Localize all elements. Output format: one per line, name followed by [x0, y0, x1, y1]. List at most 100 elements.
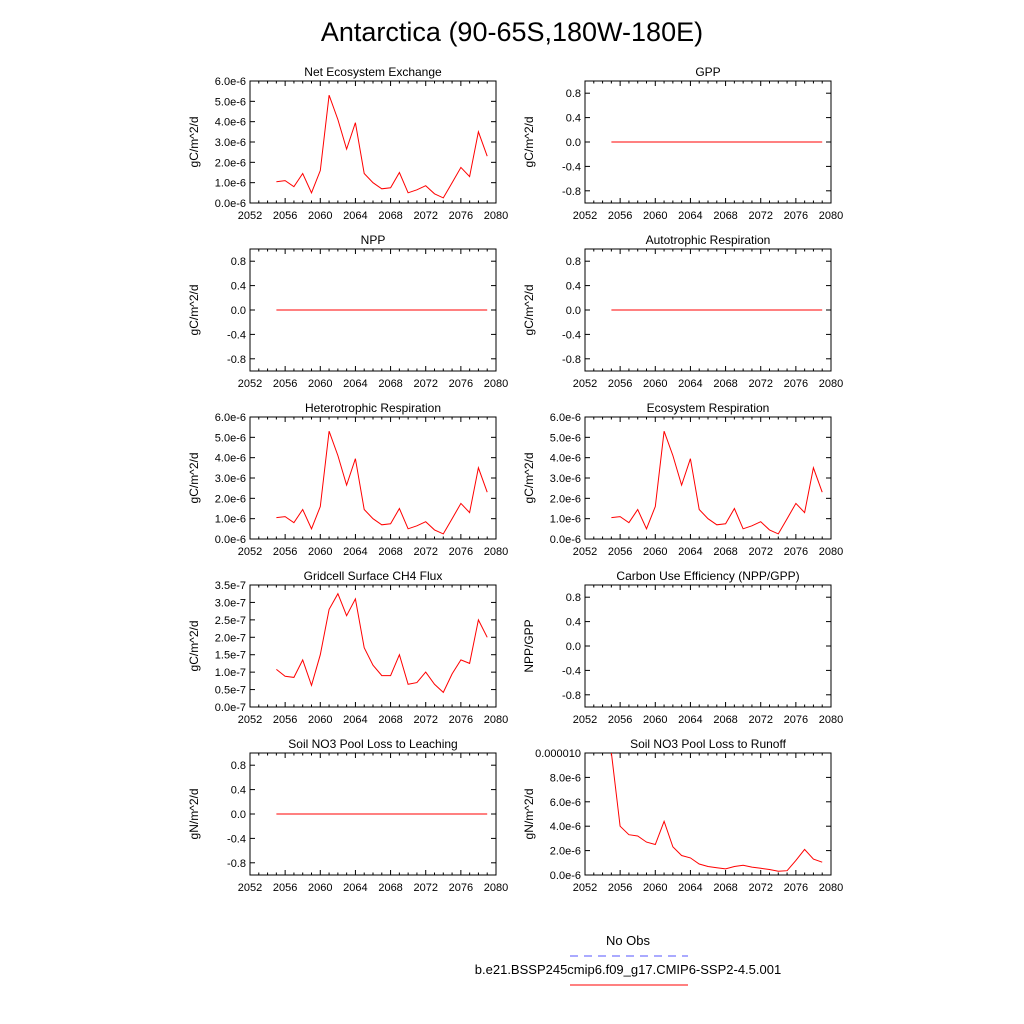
y-tick-label: 5.0e-6	[215, 96, 246, 108]
x-tick-label: 2064	[678, 210, 702, 222]
x-tick-label: 2080	[484, 210, 508, 222]
x-tick-label: 2064	[678, 882, 702, 894]
y-tick-label: -0.4	[227, 833, 246, 845]
x-tick-label: 2056	[273, 882, 297, 894]
y-tick-label: 0.0	[231, 305, 246, 317]
x-tick-label: 2056	[608, 882, 632, 894]
x-tick-label: 2056	[273, 210, 297, 222]
y-tick-label: 4.0e-6	[215, 453, 246, 465]
y-tick-label: 4.0e-6	[550, 453, 581, 465]
panel-soil-no3-pool-loss-to-runoff: Soil NO3 Pool Loss to Runoff gN/m^2/d 2052…	[522, 737, 843, 894]
series-line	[276, 95, 488, 199]
x-tick-label: 2080	[819, 210, 843, 222]
x-tick-label: 2052	[573, 714, 597, 726]
x-tick-label: 2072	[748, 210, 772, 222]
panel-title: Ecosystem Respiration	[647, 401, 770, 415]
x-tick-label: 2052	[573, 210, 597, 222]
y-tick-label: 0.0	[566, 137, 581, 149]
y-tick-label: 0.4	[231, 281, 246, 293]
panel-heterotrophic-respiration: Heterotrophic Respiration gC/m^2/d 2052 205…	[187, 401, 508, 558]
y-tick-label: -0.4	[562, 665, 581, 677]
legend: No Obs b.e21.BSSP245cmip6.f09_g17.CMIP6-…	[475, 933, 781, 986]
x-tick-label: 2076	[449, 378, 473, 390]
x-tick-label: 2076	[784, 714, 808, 726]
y-tick-label: 3.0e-7	[215, 597, 246, 609]
y-axis-label: gC/m^2/d	[522, 285, 536, 336]
x-tick-label: 2056	[608, 546, 632, 558]
x-tick-label: 2080	[819, 378, 843, 390]
y-tick-label: 2.0e-7	[215, 632, 246, 644]
x-tick-label: 2068	[378, 378, 402, 390]
x-tick-label: 2060	[643, 210, 667, 222]
y-tick-label: 0.8	[231, 256, 246, 268]
y-tick-label: 1.0e-6	[215, 178, 246, 190]
y-tick-label: 3.0e-6	[215, 473, 246, 485]
x-tick-label: 2056	[608, 378, 632, 390]
x-tick-label: 2068	[713, 882, 737, 894]
x-tick-label: 2068	[713, 210, 737, 222]
y-tick-label: 0.000010	[535, 748, 581, 760]
y-tick-label: -0.4	[562, 161, 581, 173]
x-tick-label: 2068	[713, 714, 737, 726]
x-tick-label: 2068	[378, 714, 402, 726]
x-tick-label: 2068	[713, 546, 737, 558]
x-tick-label: 2072	[413, 714, 437, 726]
y-tick-label: 0.4	[566, 281, 581, 293]
x-tick-label: 2080	[484, 882, 508, 894]
x-tick-label: 2072	[748, 714, 772, 726]
panel-npp: NPP gC/m^2/d 2052 2056 2060 2064 2068 2072 2076 2…	[187, 233, 508, 390]
y-tick-label: 0.0e-6	[550, 870, 581, 882]
x-tick-label: 2064	[343, 378, 367, 390]
x-tick-label: 2060	[308, 882, 332, 894]
x-tick-label: 2076	[784, 210, 808, 222]
x-tick-label: 2064	[343, 714, 367, 726]
y-tick-label: 0.8	[231, 760, 246, 772]
x-tick-label: 2068	[378, 546, 402, 558]
x-tick-label: 2056	[608, 714, 632, 726]
y-tick-label: 0.8	[566, 592, 581, 604]
y-tick-label: 4.0e-6	[550, 821, 581, 833]
y-tick-label: 6.0e-6	[550, 797, 581, 809]
x-tick-label: 2060	[308, 210, 332, 222]
panel-frame	[249, 584, 497, 708]
y-tick-label: -0.4	[227, 329, 246, 341]
x-tick-label: 2060	[643, 378, 667, 390]
panel-title: GPP	[695, 65, 720, 79]
x-tick-label: 2068	[713, 378, 737, 390]
x-tick-label: 2064	[678, 378, 702, 390]
x-tick-label: 2060	[643, 546, 667, 558]
y-tick-label: 0.0	[566, 305, 581, 317]
y-tick-label: 0.0	[231, 809, 246, 821]
x-tick-label: 2064	[678, 546, 702, 558]
x-tick-label: 2064	[343, 546, 367, 558]
panel-soil-no3-pool-loss-to-leaching: Soil NO3 Pool Loss to Leaching gN/m^2/d 20…	[187, 737, 508, 894]
x-tick-label: 2060	[308, 714, 332, 726]
y-axis-label: gC/m^2/d	[187, 285, 201, 336]
y-tick-label: 0.8	[566, 88, 581, 100]
legend-label-model: b.e21.BSSP245cmip6.f09_g17.CMIP6-SSP2-4.…	[475, 962, 781, 977]
y-tick-label: 6.0e-6	[215, 76, 246, 88]
y-tick-label: 5.0e-6	[215, 432, 246, 444]
y-tick-label: 0.4	[566, 113, 581, 125]
panel-title: Heterotrophic Respiration	[305, 401, 441, 415]
x-tick-label: 2068	[378, 210, 402, 222]
y-tick-label: 2.0e-6	[550, 493, 581, 505]
x-tick-label: 2064	[343, 210, 367, 222]
panel-gpp: GPP gC/m^2/d 2052 2056 2060 2064 2068 2072 2076 2…	[522, 65, 843, 222]
x-tick-label: 2052	[238, 882, 262, 894]
x-tick-label: 2072	[413, 210, 437, 222]
panel-gridcell-surface-ch4-flux: Gridcell Surface CH4 Flux gC/m^2/d 2052 205…	[187, 569, 508, 726]
y-tick-label: 3.0e-6	[215, 137, 246, 149]
panel-carbon-use-efficiency-npp-gpp: Carbon Use Efficiency (NPP/GPP) NPP/GPP 20…	[522, 569, 843, 726]
x-tick-label: 2076	[784, 378, 808, 390]
y-tick-label: 1.5e-7	[215, 650, 246, 662]
figure-title: Antarctica (90-65S,180W-180E)	[321, 17, 703, 47]
x-tick-label: 2052	[238, 378, 262, 390]
y-axis-label: gC/m^2/d	[522, 117, 536, 168]
series-line	[276, 431, 488, 535]
x-tick-label: 2052	[573, 378, 597, 390]
y-tick-label: 1.0e-6	[550, 514, 581, 526]
x-tick-label: 2056	[273, 714, 297, 726]
panel-title: Gridcell Surface CH4 Flux	[304, 569, 443, 583]
